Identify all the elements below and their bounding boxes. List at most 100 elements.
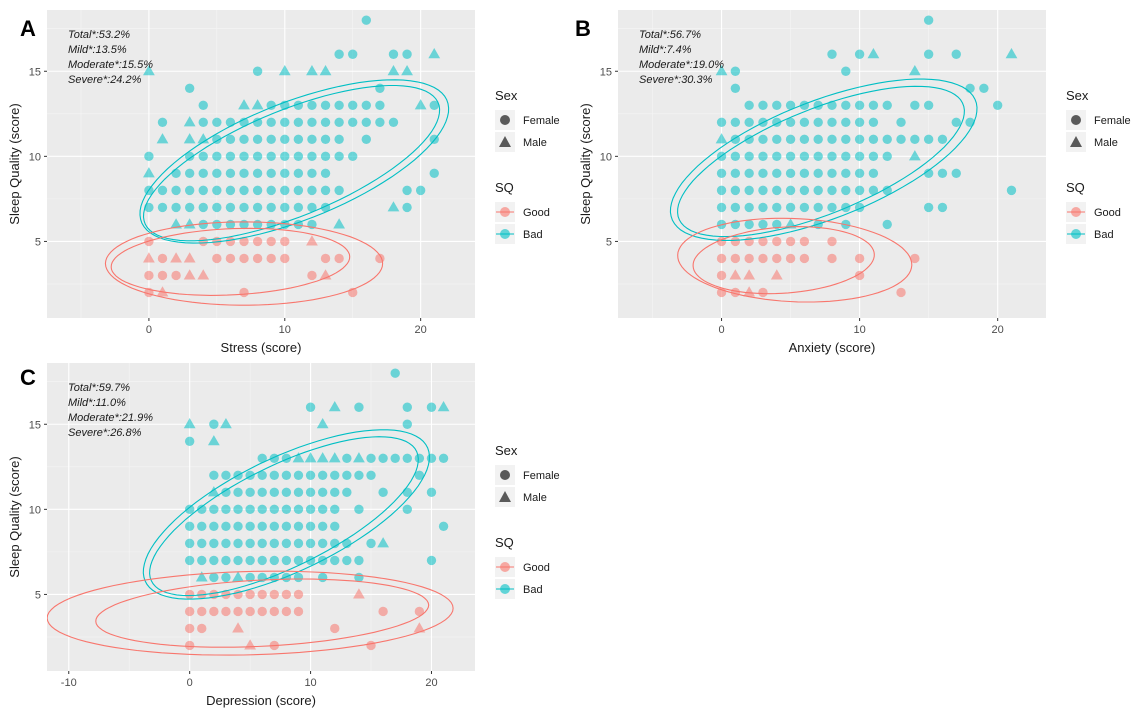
legend-label-sq: Good bbox=[523, 562, 550, 574]
y-axis-title: Sleep Quality (score) bbox=[578, 103, 593, 224]
data-point-female bbox=[307, 202, 317, 213]
data-point-female bbox=[827, 117, 837, 128]
data-point-female bbox=[233, 538, 243, 549]
ellipse-good bbox=[677, 217, 913, 303]
data-point-female bbox=[730, 83, 741, 93]
data-point-female bbox=[375, 117, 385, 128]
data-point-male bbox=[183, 269, 196, 280]
data-point-female bbox=[429, 100, 439, 110]
data-point-female bbox=[233, 606, 243, 617]
data-point-female bbox=[334, 151, 344, 162]
y-tick-label: 5 bbox=[35, 236, 41, 248]
data-point-male bbox=[207, 435, 220, 446]
data-point-female bbox=[923, 202, 934, 213]
data-point-female bbox=[280, 236, 290, 247]
data-point-female bbox=[209, 555, 219, 566]
data-point-female bbox=[252, 202, 263, 213]
data-point-male bbox=[278, 65, 291, 76]
annotation-line: Severe*:24.2% bbox=[68, 74, 142, 86]
data-point-female bbox=[744, 236, 754, 247]
data-point-female bbox=[910, 253, 920, 264]
data-point-female bbox=[257, 453, 267, 463]
data-point-male bbox=[333, 218, 346, 229]
data-point-female bbox=[293, 168, 304, 179]
data-point-male bbox=[437, 401, 450, 412]
data-point-female bbox=[184, 623, 195, 634]
data-point-female bbox=[827, 134, 837, 145]
data-point-female bbox=[854, 49, 865, 59]
data-point-female bbox=[785, 185, 796, 196]
data-point-female bbox=[799, 185, 810, 196]
data-point-female bbox=[730, 253, 741, 264]
data-point-male bbox=[715, 133, 728, 144]
data-point-female bbox=[197, 504, 207, 515]
data-point-female bbox=[252, 168, 263, 179]
data-point-female bbox=[269, 606, 279, 617]
data-point-male bbox=[197, 269, 210, 280]
data-point-female bbox=[799, 253, 810, 264]
data-point-female bbox=[744, 117, 754, 128]
x-tick-label: -10 bbox=[61, 677, 77, 689]
data-point-female bbox=[293, 117, 304, 128]
y-axis-title: Sleep Quality (score) bbox=[7, 103, 22, 224]
data-point-female bbox=[772, 185, 782, 196]
ellipse-good bbox=[110, 227, 351, 296]
data-point-male bbox=[170, 218, 182, 229]
data-point-female bbox=[293, 470, 304, 481]
data-point-female bbox=[317, 487, 328, 498]
data-point-female bbox=[354, 555, 364, 566]
ellipse-bad bbox=[149, 436, 419, 597]
data-point-female bbox=[225, 168, 236, 179]
data-point-female bbox=[402, 185, 412, 196]
legend-label-sq: Bad bbox=[1094, 229, 1114, 241]
data-point-female bbox=[198, 151, 208, 162]
data-point-female bbox=[266, 117, 276, 128]
data-point-female bbox=[317, 538, 328, 549]
legend-label-sex: Female bbox=[523, 115, 560, 127]
data-point-female bbox=[184, 555, 195, 566]
data-point-female bbox=[225, 202, 236, 213]
data-point-female bbox=[348, 49, 358, 59]
annotation-line: Moderate*:19.0% bbox=[639, 59, 724, 71]
data-point-female bbox=[171, 202, 181, 213]
data-point-female bbox=[317, 521, 328, 532]
data-point-female bbox=[212, 185, 222, 196]
legend-title-sex: Sex bbox=[1066, 88, 1089, 103]
data-point-female bbox=[390, 453, 400, 463]
data-point-female bbox=[758, 236, 768, 247]
annotation-line: Total*:53.2% bbox=[68, 29, 130, 41]
data-point-female bbox=[854, 270, 865, 281]
data-point-female bbox=[171, 185, 181, 196]
data-point-female bbox=[799, 134, 810, 145]
data-point-female bbox=[252, 151, 263, 162]
data-point-female bbox=[266, 236, 276, 247]
ellipse-bad bbox=[669, 78, 978, 241]
data-point-male bbox=[401, 65, 413, 76]
data-point-female bbox=[307, 151, 317, 162]
data-point-female bbox=[320, 253, 331, 264]
data-point-male bbox=[306, 65, 318, 76]
legend-triangle-icon bbox=[1070, 136, 1082, 147]
data-point-female bbox=[245, 538, 255, 549]
data-point-female bbox=[245, 504, 255, 515]
data-point-female bbox=[266, 253, 276, 264]
y-tick-label: 10 bbox=[29, 504, 41, 516]
data-point-male bbox=[353, 588, 365, 599]
data-point-female bbox=[198, 219, 208, 230]
data-point-female bbox=[225, 236, 236, 247]
data-point-female bbox=[144, 151, 154, 162]
data-point-female bbox=[245, 521, 255, 532]
x-axis-title: Depression (score) bbox=[206, 693, 316, 708]
data-point-male bbox=[743, 269, 756, 280]
data-point-female bbox=[361, 117, 372, 128]
data-point-male bbox=[1005, 48, 1018, 59]
data-point-female bbox=[716, 185, 727, 196]
data-point-female bbox=[305, 504, 316, 515]
data-point-female bbox=[245, 589, 255, 600]
legend-label-sex: Male bbox=[1094, 137, 1118, 149]
data-point-female bbox=[992, 100, 1003, 110]
legend-label-sex: Male bbox=[523, 492, 547, 504]
data-point-female bbox=[293, 555, 304, 566]
data-point-male bbox=[377, 537, 390, 548]
data-point-female bbox=[366, 470, 376, 481]
